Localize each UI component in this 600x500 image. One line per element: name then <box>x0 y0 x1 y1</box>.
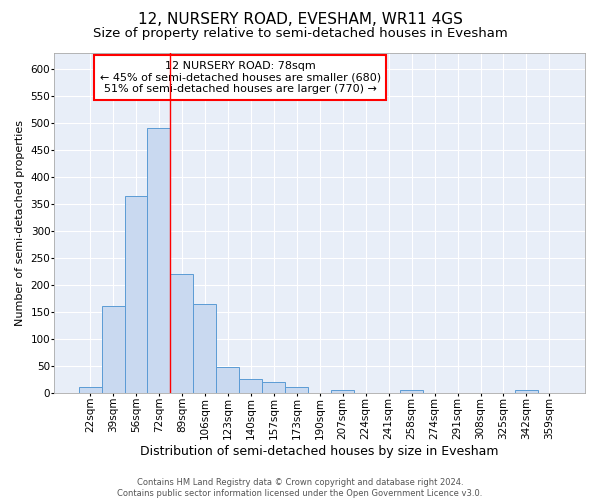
Bar <box>262 382 285 392</box>
Bar <box>79 388 101 392</box>
Bar <box>125 196 148 392</box>
Bar <box>217 366 239 392</box>
Bar <box>331 390 354 392</box>
Y-axis label: Number of semi-detached properties: Number of semi-detached properties <box>15 120 25 326</box>
Bar <box>170 274 193 392</box>
Bar <box>400 390 423 392</box>
Bar <box>515 390 538 392</box>
Bar <box>239 379 262 392</box>
Text: 12 NURSERY ROAD: 78sqm
← 45% of semi-detached houses are smaller (680)
51% of se: 12 NURSERY ROAD: 78sqm ← 45% of semi-det… <box>100 61 381 94</box>
Text: 12, NURSERY ROAD, EVESHAM, WR11 4GS: 12, NURSERY ROAD, EVESHAM, WR11 4GS <box>137 12 463 28</box>
Bar <box>285 388 308 392</box>
Text: Size of property relative to semi-detached houses in Evesham: Size of property relative to semi-detach… <box>92 28 508 40</box>
Bar <box>101 306 125 392</box>
Bar <box>193 304 217 392</box>
Text: Contains HM Land Registry data © Crown copyright and database right 2024.
Contai: Contains HM Land Registry data © Crown c… <box>118 478 482 498</box>
X-axis label: Distribution of semi-detached houses by size in Evesham: Distribution of semi-detached houses by … <box>140 444 499 458</box>
Bar <box>148 128 170 392</box>
